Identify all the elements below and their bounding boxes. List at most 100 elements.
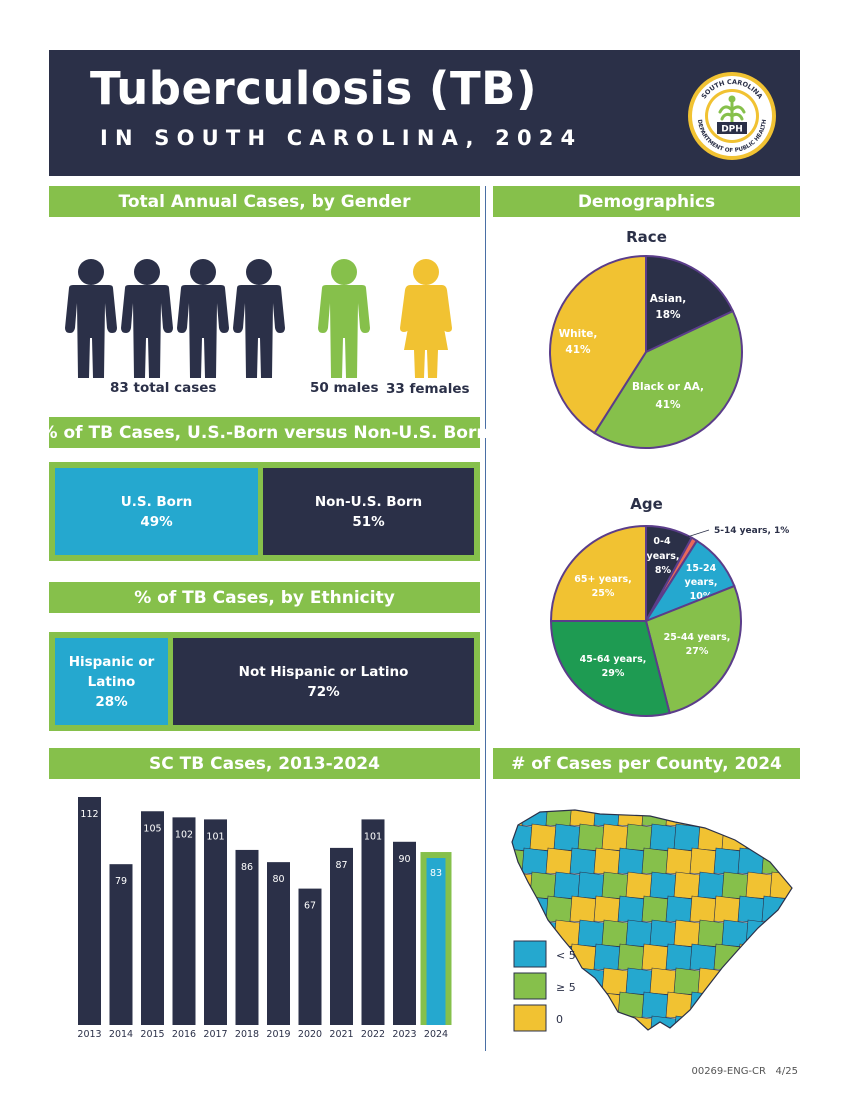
county-shape [569, 847, 597, 876]
bar-2020 [298, 888, 322, 1025]
county-shape [625, 871, 653, 900]
county-shape [553, 823, 581, 852]
page-subtitle: IN SOUTH CAROLINA, 2024 [100, 126, 583, 150]
race-value-0: 18% [655, 309, 681, 321]
county-shape [769, 919, 792, 948]
age-label-5: 65+ years, [574, 574, 631, 585]
county-shape [697, 823, 725, 852]
county-shape [761, 847, 789, 876]
bar-value-2017: 101 [206, 831, 224, 842]
pie-slice-4 [549, 620, 671, 717]
county-shape [745, 823, 773, 852]
bar-2015 [141, 811, 164, 1025]
gender-heading: Total Annual Cases, by Gender [49, 186, 480, 217]
county-shape [617, 847, 645, 876]
not-hispanic-label: Not Hispanic or Latino [238, 663, 409, 680]
county-shape [769, 1015, 792, 1030]
county-shape [713, 991, 741, 1020]
county-shape [577, 823, 605, 852]
county-shape [593, 895, 621, 924]
bar-value-2014: 79 [115, 876, 127, 887]
bar-2016 [172, 817, 196, 1025]
tick-label-2019: 2019 [266, 1029, 290, 1040]
county-shape [745, 967, 773, 996]
county-shape [665, 991, 693, 1020]
age-leader-line [683, 529, 710, 539]
county-shape [721, 871, 749, 900]
county-shape [617, 895, 645, 924]
tick-label-2020: 2020 [298, 1029, 322, 1040]
county-shape [601, 967, 629, 996]
county-shape [593, 943, 621, 972]
footer-date: 4/25 [775, 1066, 798, 1077]
not-hispanic-value: 72% [307, 683, 340, 700]
county-shape [601, 1015, 629, 1030]
county-shape [512, 895, 525, 924]
pie-slice-1 [593, 309, 743, 449]
county-shape [745, 1015, 773, 1030]
legend-label-lt5: < 5 [556, 949, 576, 962]
tick-label-2022: 2022 [361, 1029, 385, 1040]
county-shape [521, 847, 549, 876]
county-shape [617, 810, 645, 828]
county-shape [697, 1015, 725, 1030]
age-value-5: 25% [592, 588, 615, 599]
county-shape [713, 895, 741, 924]
dph-seal-logo: DPH SOUTH CAROLINA DEPARTMENT OF PUBLIC … [688, 72, 776, 160]
county-shape [529, 823, 557, 852]
county-shape [545, 847, 573, 876]
bar-value-2016: 102 [175, 829, 193, 840]
county-shape [641, 847, 669, 876]
county-shape [577, 871, 605, 900]
males-label: 50 males [310, 380, 379, 396]
county-shape [673, 823, 701, 852]
county-shape [601, 919, 629, 948]
county-shape [577, 967, 605, 996]
county-map: < 5 ≥ 5 0 [511, 809, 800, 1032]
bar-2023 [393, 841, 416, 1025]
header-banner [49, 50, 800, 176]
not-hispanic-segment: Not Hispanic or Latino 72% [173, 638, 474, 725]
pie-slice-0 [645, 254, 735, 354]
county-shape [601, 823, 629, 852]
county-shape [794, 824, 800, 851]
county-shape [721, 1015, 749, 1030]
ethnicity-heading: % of TB Cases, by Ethnicity [49, 582, 480, 613]
trend-heading: SC TB Cases, 2013-2024 [49, 748, 480, 779]
county-shape [769, 871, 792, 900]
county-shape [769, 823, 792, 852]
county-shape [625, 919, 653, 948]
county-shape [794, 872, 800, 899]
legend-label-ge5: ≥ 5 [556, 981, 576, 994]
age-value-2: 10% [690, 591, 713, 602]
county-shape [649, 871, 677, 900]
legend-swatch-zero [513, 1004, 547, 1032]
state-outline [511, 809, 793, 1031]
county-shape [601, 871, 629, 900]
bar-2021 [330, 847, 353, 1025]
race-heading: Race [626, 228, 667, 246]
county-shape [697, 871, 725, 900]
bar-2017 [204, 819, 227, 1025]
non-us-born-label: Non-U.S. Born [314, 493, 423, 510]
county-shape [617, 991, 645, 1020]
county-shape [737, 943, 765, 972]
bar-value-2013: 112 [80, 809, 98, 820]
race-pie-chart: Asian, 18% Black or AA, 41% White, 41% [549, 254, 743, 449]
county-shape [569, 810, 597, 828]
bar-value-2020: 67 [304, 901, 316, 912]
male-icon [318, 259, 370, 378]
legend-label-zero: 0 [556, 1013, 563, 1026]
county-shape [745, 919, 773, 948]
bar-value-2018: 86 [241, 862, 253, 873]
race-label-0: Asian, [650, 293, 687, 305]
county-shape [697, 919, 725, 948]
age-label-3: 25-44 years, [664, 632, 731, 643]
county-heading: # of Cases per County, 2024 [493, 748, 800, 779]
hispanic-label-line1: Hispanic or [68, 653, 155, 670]
race-label-1: Black or AA, [632, 381, 704, 393]
cases-bar-chart: 112 2013 79 2014 105 2015 102 2016 101 2017 86 2018… [77, 797, 452, 1040]
legend-swatch-ge5 [513, 972, 547, 1000]
tick-label-2015: 2015 [140, 1029, 164, 1040]
bar-value-2015: 105 [143, 823, 161, 834]
